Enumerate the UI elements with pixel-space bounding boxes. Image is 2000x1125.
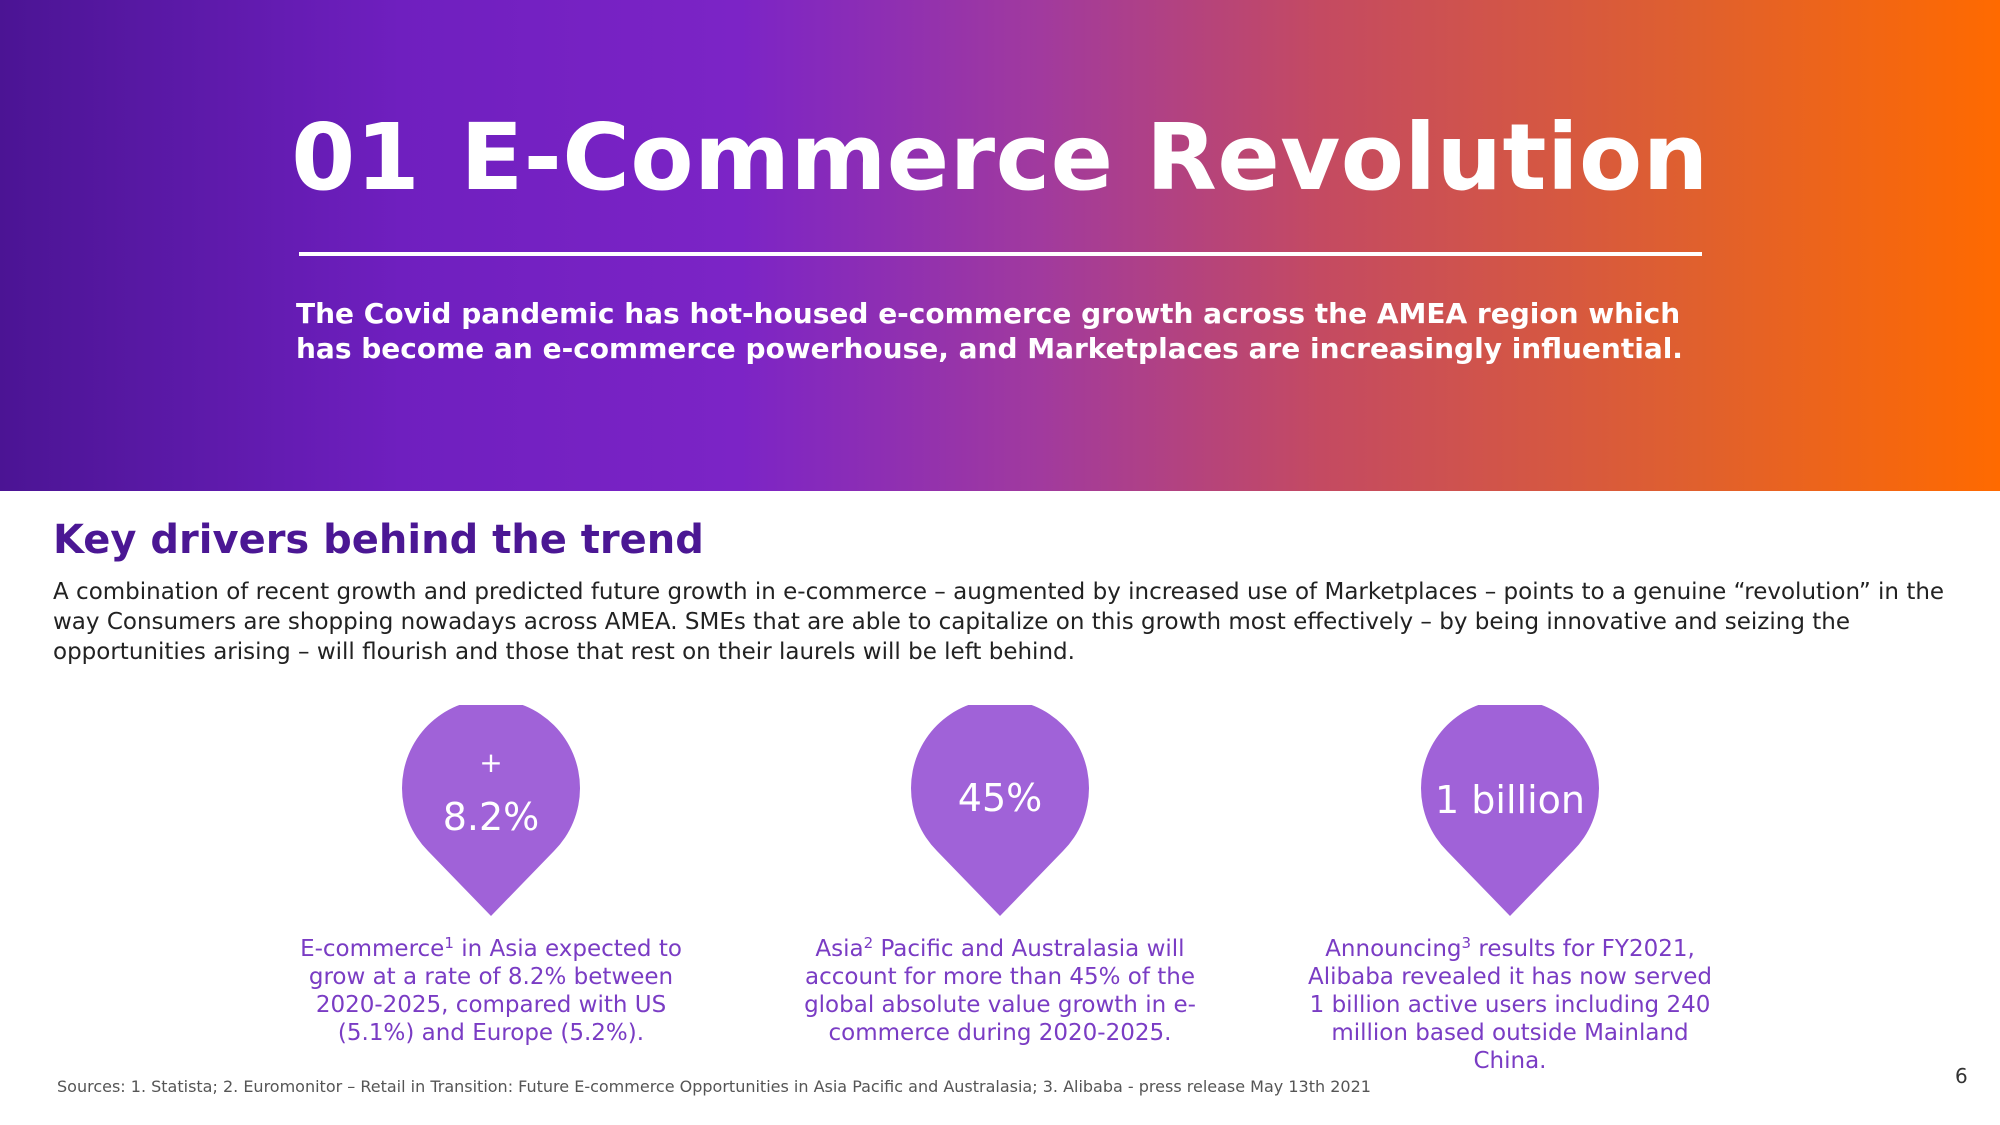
map-pin-shape bbox=[911, 705, 1089, 916]
page-title: 01 E-Commerce Revolution bbox=[0, 103, 2000, 213]
stat-value-prefix: + bbox=[479, 746, 503, 779]
footnote-marker: 3 bbox=[1461, 934, 1472, 952]
section-number: 01 bbox=[291, 104, 421, 211]
caption-lead: Asia bbox=[815, 936, 864, 962]
hero-banner: 01 E-Commerce Revolution The Covid pandem… bbox=[0, 0, 2000, 491]
footnote-marker: 1 bbox=[444, 934, 454, 952]
caption-rest: in Asia expected to grow at a rate of 8.… bbox=[308, 936, 682, 1046]
stat-drop-share: 45% bbox=[911, 705, 1089, 917]
caption-rest: Pacific and Australasia will account for… bbox=[804, 936, 1196, 1046]
section-heading: Key drivers behind the trend bbox=[53, 517, 704, 563]
title-divider bbox=[299, 252, 1702, 256]
stat-value: 45% bbox=[957, 776, 1043, 820]
sources-footnote: Sources: 1. Statista; 2. Euromonitor – R… bbox=[57, 1077, 1371, 1096]
title-text: E-Commerce Revolution bbox=[460, 104, 1709, 211]
stat-caption: Asia2 Pacific and Australasia will accou… bbox=[795, 935, 1205, 1047]
hero-subtitle: The Covid pandemic has hot-housed e-comm… bbox=[296, 297, 1683, 365]
caption-lead: Announcing bbox=[1325, 936, 1462, 962]
stat-drop-growth: + 8.2% bbox=[402, 705, 580, 917]
caption-rest: results for FY2021, Alibaba revealed it … bbox=[1307, 936, 1713, 1074]
page-number: 6 bbox=[1955, 1064, 1968, 1088]
map-pin-shape bbox=[402, 705, 580, 916]
footnote-marker: 2 bbox=[863, 934, 874, 952]
stat-caption: E-commerce1 in Asia expected to grow at … bbox=[286, 935, 696, 1047]
stat-drop-users: 1 billion bbox=[1421, 705, 1599, 917]
map-pin-shape bbox=[1421, 705, 1599, 916]
stat-value: 1 billion bbox=[1435, 778, 1585, 822]
section-body-text: A combination of recent growth and predi… bbox=[53, 579, 1945, 665]
stat-value: 8.2% bbox=[442, 795, 540, 839]
stat-caption: Announcing3 results for FY2021, Alibaba … bbox=[1305, 935, 1715, 1075]
caption-lead: E-commerce bbox=[300, 936, 445, 962]
